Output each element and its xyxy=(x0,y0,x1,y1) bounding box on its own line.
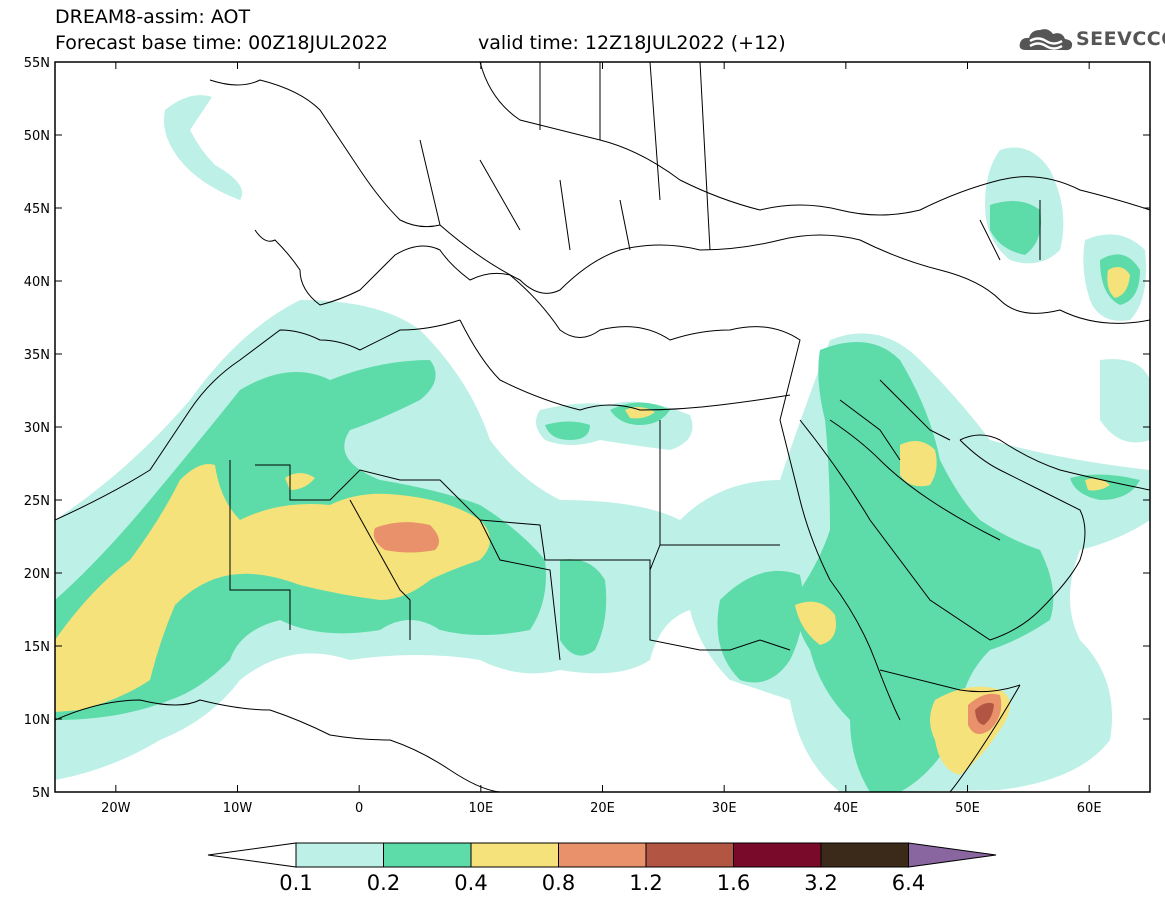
colorbar-cell xyxy=(820,842,909,868)
colorbar-cell xyxy=(383,842,472,868)
colorbar-label: 0.2 xyxy=(367,871,400,895)
seevccc-logo: SEEVCCC xyxy=(1018,22,1165,56)
colorbar-label: 1.6 xyxy=(717,871,750,895)
colorbar-cell xyxy=(470,842,559,868)
logo-text: SEEVCCC xyxy=(1076,28,1165,50)
valid-time: valid time: 12Z18JUL2022 (+12) xyxy=(478,32,786,54)
lat-tick-label: 35N xyxy=(24,348,50,363)
lon-tick-label: 10E xyxy=(468,801,493,816)
coastlines-borders xyxy=(55,62,1150,792)
cloud-logo-icon xyxy=(1019,29,1073,51)
lon-tick-label: 10W xyxy=(223,801,253,816)
aot-band-1-2 xyxy=(975,702,994,725)
colorbar-low-arrow xyxy=(207,842,297,868)
lat-tick-label: 50N xyxy=(24,129,50,144)
lat-tick-label: 10N xyxy=(24,713,50,728)
colorbar-label: 1.2 xyxy=(629,871,662,895)
colorbar-cell xyxy=(558,842,647,868)
colorbar-label: 0.1 xyxy=(279,871,312,895)
lon-tick-label: 30E xyxy=(712,801,737,816)
colorbar-label: 3.2 xyxy=(804,871,837,895)
colorbar-label: 0.4 xyxy=(454,871,487,895)
lon-tick-label: 20E xyxy=(590,801,615,816)
map-title: DREAM8-assim: AOT xyxy=(55,6,251,28)
forecast-base-time: Forecast base time: 00Z18JUL2022 xyxy=(55,32,388,54)
colorbar-label: 0.8 xyxy=(542,871,575,895)
lon-tick-label: 60E xyxy=(1077,801,1102,816)
lon-tick-label: 50E xyxy=(955,801,980,816)
lon-tick-label: 0 xyxy=(355,801,363,816)
colorbar-cell xyxy=(645,842,734,868)
aot-fields xyxy=(55,95,1150,792)
lat-tick-label: 25N xyxy=(24,494,50,509)
colorbar-cell xyxy=(733,842,822,868)
colorbar-label: 6.4 xyxy=(892,871,925,895)
colorbar-high-arrow xyxy=(908,842,997,868)
lat-tick-label: 5N xyxy=(32,786,50,801)
lat-tick-label: 30N xyxy=(24,421,50,436)
latitude-axis: 55N 50N 45N 40N 35N 30N 25N 20N 15N 10N 5N xyxy=(24,56,1150,801)
lat-tick-label: 15N xyxy=(24,640,50,655)
forecast-times: Forecast base time: 00Z18JUL2022 valid ti… xyxy=(55,32,786,54)
lon-tick-label: 20W xyxy=(101,801,131,816)
lon-tick-label: 40E xyxy=(833,801,858,816)
lat-tick-label: 45N xyxy=(24,202,50,217)
lat-tick-label: 20N xyxy=(24,567,50,582)
longitude-axis: 20W 10W 0 10E 20E 30E 40E 50E 60E xyxy=(101,62,1102,816)
lat-tick-label: 40N xyxy=(24,275,50,290)
colorbar-cell xyxy=(295,842,384,868)
lat-tick-label: 55N xyxy=(24,56,50,71)
